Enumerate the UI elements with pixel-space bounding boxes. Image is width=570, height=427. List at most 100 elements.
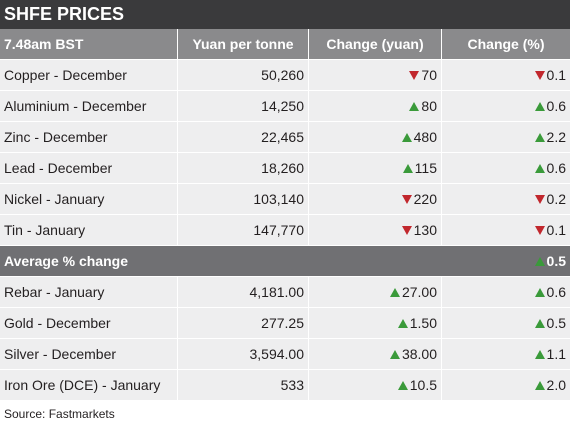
change-pct-cell: 0.6 — [442, 277, 570, 307]
down-arrow-icon — [534, 195, 545, 204]
commodity-name: Gold - December — [0, 308, 178, 338]
change-pct-cell: 0.1 — [442, 60, 570, 90]
up-arrow-icon — [389, 288, 400, 297]
up-arrow-icon — [402, 164, 413, 173]
price-value: 22,465 — [178, 122, 309, 152]
up-arrow-icon — [389, 350, 400, 359]
price-value: 14,250 — [178, 91, 309, 121]
change-yuan-value: 115 — [414, 160, 437, 176]
up-arrow-icon — [534, 257, 545, 266]
up-arrow-icon — [534, 288, 545, 297]
change-pct-value: 0.1 — [546, 222, 566, 238]
price-value: 533 — [178, 370, 309, 400]
commodity-name: Nickel - January — [0, 184, 178, 214]
change-yuan-cell: 1.50 — [309, 308, 442, 338]
change-yuan-cell: 70 — [309, 60, 442, 90]
change-yuan-cell: 130 — [309, 215, 442, 245]
change-pct-value: 2.0 — [546, 377, 566, 393]
base-metals-rows: Copper - December 50,260 70 0.1 Aluminium - … — [0, 60, 570, 246]
change-pct-value: 0.2 — [546, 191, 566, 207]
change-pct-cell: 0.1 — [442, 215, 570, 245]
down-arrow-icon — [534, 71, 545, 80]
table-row: Gold - December 277.25 1.50 0.5 — [0, 308, 570, 339]
down-arrow-icon — [401, 195, 412, 204]
change-pct-value: 0.6 — [546, 98, 566, 114]
table-row: Tin - January 147,770 130 0.1 — [0, 215, 570, 246]
commodity-name: Silver - December — [0, 339, 178, 369]
down-arrow-icon — [409, 71, 420, 80]
down-arrow-icon — [401, 226, 412, 235]
average-change-label: Average % change — [4, 253, 128, 269]
header-time: 7.48am BST — [0, 29, 178, 59]
commodity-name: Lead - December — [0, 153, 178, 183]
other-commodities-rows: Rebar - January 4,181.00 27.00 0.6 Gold - De… — [0, 277, 570, 401]
table-title: SHFE PRICES — [0, 0, 570, 29]
change-pct-cell: 0.2 — [442, 184, 570, 214]
commodity-name: Aluminium - December — [0, 91, 178, 121]
change-yuan-value: 220 — [413, 191, 437, 207]
average-change-row: Average % change 0.5 — [0, 246, 570, 277]
change-yuan-cell: 80 — [309, 91, 442, 121]
up-arrow-icon — [534, 133, 545, 142]
up-arrow-icon — [534, 164, 545, 173]
up-arrow-icon — [534, 319, 545, 328]
price-value: 4,181.00 — [178, 277, 309, 307]
up-arrow-icon — [534, 350, 545, 359]
change-pct-value: 0.6 — [546, 284, 566, 300]
average-change-value-wrap: 0.5 — [534, 246, 566, 276]
table-row: Zinc - December 22,465 480 2.2 — [0, 122, 570, 153]
up-arrow-icon — [534, 102, 545, 111]
change-yuan-value: 10.5 — [409, 377, 437, 393]
up-arrow-icon — [397, 381, 408, 390]
change-pct-cell: 2.0 — [442, 370, 570, 400]
price-value: 277.25 — [178, 308, 309, 338]
price-value: 50,260 — [178, 60, 309, 90]
change-yuan-cell: 480 — [309, 122, 442, 152]
change-pct-value: 2.2 — [546, 129, 566, 145]
commodity-name: Tin - January — [0, 215, 178, 245]
up-arrow-icon — [401, 133, 412, 142]
price-value: 3,594.00 — [178, 339, 309, 369]
table-row: Rebar - January 4,181.00 27.00 0.6 — [0, 277, 570, 308]
change-yuan-cell: 10.5 — [309, 370, 442, 400]
up-arrow-icon — [397, 319, 408, 328]
prices-table: 7.48am BST Yuan per tonne Change (yuan) … — [0, 29, 570, 401]
average-change-value: 0.5 — [546, 253, 566, 269]
header-row: 7.48am BST Yuan per tonne Change (yuan) … — [0, 29, 570, 60]
header-change-yuan: Change (yuan) — [309, 29, 442, 59]
change-yuan-value: 130 — [413, 222, 437, 238]
change-pct-cell: 0.6 — [442, 91, 570, 121]
table-row: Silver - December 3,594.00 38.00 1.1 — [0, 339, 570, 370]
table-row: Lead - December 18,260 115 0.6 — [0, 153, 570, 184]
change-yuan-value: 480 — [413, 129, 437, 145]
down-arrow-icon — [534, 226, 545, 235]
price-value: 18,260 — [178, 153, 309, 183]
source-note: Source: Fastmarkets — [4, 407, 115, 421]
change-yuan-value: 70 — [421, 67, 437, 83]
change-pct-value: 0.1 — [546, 67, 566, 83]
change-yuan-cell: 115 — [309, 153, 442, 183]
change-pct-cell: 0.5 — [442, 308, 570, 338]
price-value: 103,140 — [178, 184, 309, 214]
table-row: Aluminium - December 14,250 80 0.6 — [0, 91, 570, 122]
header-price: Yuan per tonne — [178, 29, 309, 59]
change-pct-value: 1.1 — [546, 346, 566, 362]
change-pct-value: 0.6 — [546, 160, 566, 176]
change-pct-cell: 2.2 — [442, 122, 570, 152]
change-yuan-value: 38.00 — [401, 346, 437, 362]
table-row: Copper - December 50,260 70 0.1 — [0, 60, 570, 91]
change-yuan-cell: 27.00 — [309, 277, 442, 307]
change-yuan-value: 27.00 — [401, 284, 437, 300]
up-arrow-icon — [409, 102, 420, 111]
commodity-name: Copper - December — [0, 60, 178, 90]
table-row: Iron Ore (DCE) - January 533 10.5 2.0 — [0, 370, 570, 401]
table-row: Nickel - January 103,140 220 0.2 — [0, 184, 570, 215]
change-pct-cell: 0.6 — [442, 153, 570, 183]
change-yuan-value: 1.50 — [409, 315, 437, 331]
commodity-name: Zinc - December — [0, 122, 178, 152]
change-yuan-cell: 220 — [309, 184, 442, 214]
change-yuan-cell: 38.00 — [309, 339, 442, 369]
change-pct-cell: 1.1 — [442, 339, 570, 369]
header-change-pct: Change (%) — [442, 29, 570, 59]
